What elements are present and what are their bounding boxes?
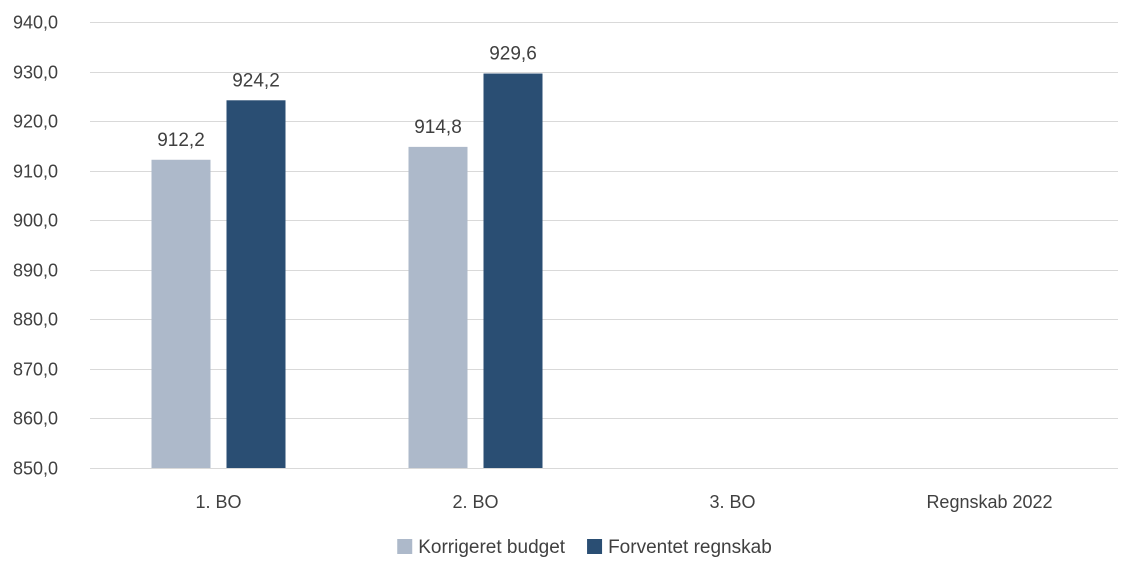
bar xyxy=(483,73,543,468)
y-tick-label: 930,0 xyxy=(13,63,58,83)
x-category-label: 3. BO xyxy=(709,492,755,512)
legend-label: Forventet regnskab xyxy=(608,537,772,558)
data-labels: 912,2 924,2 914,8 929,6 xyxy=(157,44,537,151)
bars xyxy=(151,73,543,468)
y-tick-label: 900,0 xyxy=(13,211,58,231)
legend-swatch xyxy=(587,539,603,554)
bar xyxy=(408,146,468,468)
y-tick-label: 880,0 xyxy=(13,310,58,330)
data-label: 929,6 xyxy=(489,44,537,65)
y-tick-label: 910,0 xyxy=(13,162,58,182)
y-axis-tick-labels: 850,0 860,0 870,0 880,0 890,0 900,0 910,0 920,0… xyxy=(13,13,58,479)
legend-label: Korrigeret budget xyxy=(418,537,566,558)
data-label: 912,2 xyxy=(157,130,205,151)
y-tick-label: 940,0 xyxy=(13,13,58,33)
y-tick-label: 870,0 xyxy=(13,360,58,380)
y-tick-label: 920,0 xyxy=(13,112,58,132)
x-category-label: Regnskab 2022 xyxy=(926,492,1052,512)
x-axis-category-labels: 1. BO 2. BO 3. BO Regnskab 2022 xyxy=(195,492,1052,512)
x-category-label: 1. BO xyxy=(195,492,241,512)
legend: Korrigeret budget Forventet regnskab xyxy=(397,537,772,558)
data-label: 924,2 xyxy=(232,70,280,91)
y-tick-label: 890,0 xyxy=(13,261,58,281)
bar xyxy=(226,100,286,468)
data-label: 914,8 xyxy=(414,117,462,138)
y-tick-label: 860,0 xyxy=(13,409,58,429)
bar xyxy=(151,159,211,468)
legend-swatch xyxy=(397,539,413,554)
x-category-label: 2. BO xyxy=(452,492,498,512)
y-tick-label: 850,0 xyxy=(13,459,58,479)
